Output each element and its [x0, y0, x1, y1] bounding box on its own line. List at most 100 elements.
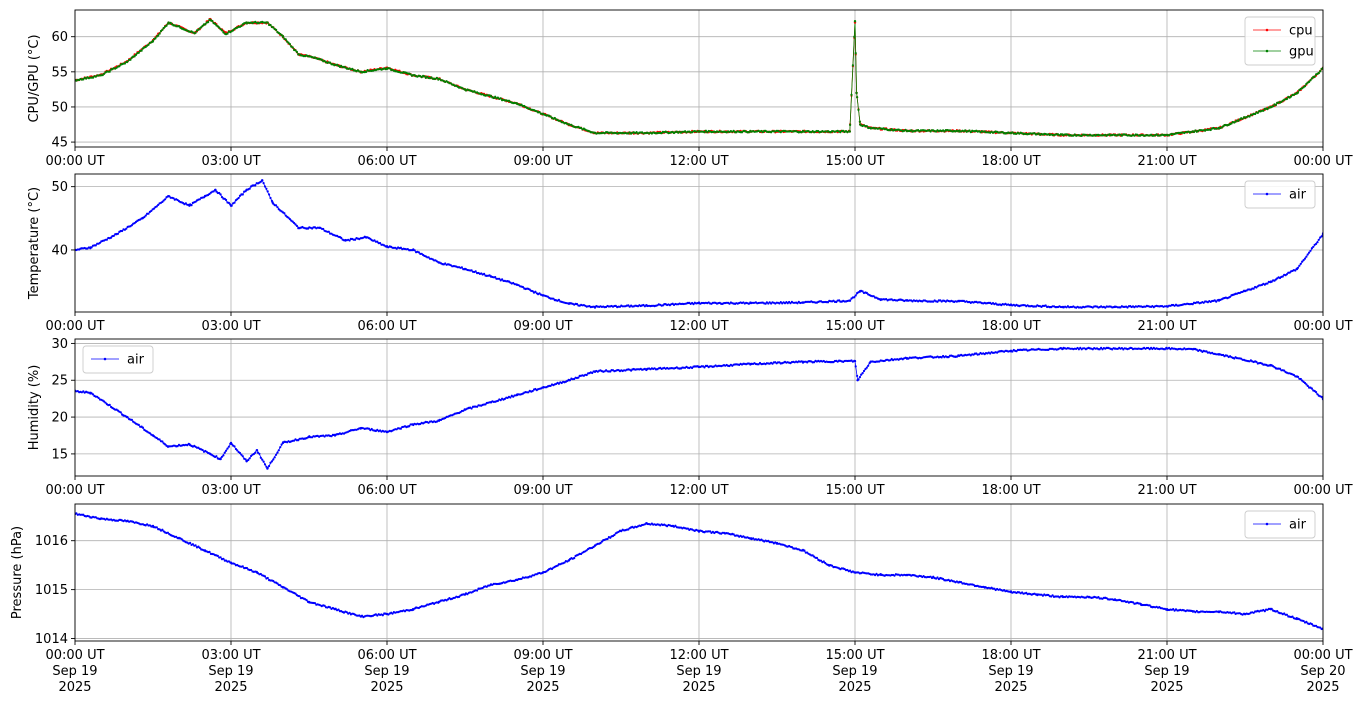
data-point	[1248, 115, 1251, 118]
data-point	[969, 131, 972, 134]
data-point-key	[853, 359, 857, 363]
data-point	[592, 545, 595, 549]
data-point	[1317, 71, 1320, 75]
x-tick-label-line: 00:00 UT	[45, 483, 104, 498]
data-point-key	[333, 434, 337, 437]
data-point	[212, 190, 215, 193]
data-point	[258, 452, 261, 455]
data-point-key	[856, 379, 859, 382]
x-tick-label-line: 00:00 UT	[1293, 319, 1352, 334]
x-tick-label-line: 18:00 UT	[981, 648, 1040, 663]
data-point	[1120, 134, 1123, 137]
data-point-key	[1139, 603, 1143, 606]
legend-label: air	[1289, 188, 1307, 203]
data-point	[1272, 105, 1275, 108]
data-point	[585, 373, 588, 377]
x-tick-label-line: 06:00 UT	[357, 483, 416, 498]
data-point-key	[1269, 280, 1273, 283]
data-point	[1079, 346, 1082, 349]
data-point	[854, 52, 857, 55]
data-point	[1309, 79, 1312, 82]
data-point-key	[749, 537, 753, 540]
data-point-key	[1009, 131, 1013, 135]
data-point-key	[879, 298, 883, 301]
data-point	[989, 352, 992, 355]
x-tick-label-line: 15:00 UT	[825, 154, 884, 169]
x-tick-label-line: 2025	[526, 680, 559, 695]
data-point	[204, 23, 207, 26]
data-point	[1202, 301, 1205, 304]
data-point	[856, 96, 859, 99]
data-point-key	[723, 532, 727, 535]
data-point	[1195, 609, 1198, 613]
data-point	[494, 276, 497, 279]
data-point	[856, 374, 859, 377]
data-point-key	[266, 21, 269, 24]
data-point-key	[271, 201, 274, 204]
data-point	[227, 201, 230, 204]
legend-swatch-marker	[1265, 522, 1269, 526]
x-tick-label-line: 00:00 UT	[45, 648, 104, 663]
x-tick-label: 00:00 UT Sep 19 2025	[45, 648, 104, 695]
data-point-key	[1217, 610, 1221, 613]
x-tick-label-line: Sep 19	[676, 664, 721, 679]
data-point	[118, 65, 121, 68]
data-point	[119, 411, 122, 414]
data-point	[1305, 383, 1308, 386]
data-point	[1278, 367, 1282, 370]
data-point	[214, 22, 217, 25]
data-point	[287, 41, 290, 44]
data-point-key	[437, 77, 441, 81]
data-point	[1301, 260, 1304, 263]
data-point	[1126, 306, 1129, 309]
x-tick-label-line: 2025	[214, 680, 247, 695]
data-point-key	[515, 578, 519, 581]
data-point	[978, 353, 981, 356]
data-point	[259, 572, 262, 576]
data-point-key	[359, 426, 363, 430]
x-tick-label: 15:00 UT	[825, 483, 884, 498]
data-point-key	[411, 423, 415, 426]
data-point	[225, 198, 228, 202]
data-point-key	[1191, 130, 1195, 133]
y-tick-label: 45	[51, 136, 68, 151]
x-tick-label-line: 12:00 UT	[669, 154, 728, 169]
data-point	[108, 70, 111, 73]
data-point-key	[307, 600, 311, 604]
data-point	[280, 443, 283, 446]
data-point	[143, 216, 146, 219]
data-point	[91, 76, 95, 79]
data-point-key	[489, 401, 493, 404]
data-point-key	[541, 571, 545, 574]
data-point	[854, 365, 857, 368]
legend-swatch-marker	[1265, 49, 1269, 53]
data-point	[1098, 348, 1101, 351]
data-point	[197, 545, 200, 548]
data-point	[408, 425, 411, 428]
data-point	[238, 451, 242, 455]
data-point	[82, 78, 85, 81]
data-point	[1209, 128, 1212, 132]
data-point	[275, 204, 278, 207]
x-tick-label: 09:00 UT	[513, 319, 572, 334]
x-tick-label-line: 12:00 UT	[669, 319, 728, 334]
data-point	[778, 302, 781, 305]
data-point	[885, 298, 888, 301]
data-point	[476, 405, 479, 408]
data-point-key	[1295, 375, 1299, 378]
data-point	[1319, 70, 1322, 73]
data-point	[875, 572, 878, 576]
data-point	[910, 129, 913, 132]
data-point	[320, 58, 323, 61]
data-point-key	[255, 449, 259, 452]
data-point	[893, 574, 896, 577]
data-point-key	[848, 299, 851, 302]
data-point	[186, 444, 189, 447]
data-point	[732, 129, 735, 132]
data-point	[144, 214, 147, 217]
data-point	[1172, 608, 1175, 611]
data-point-key	[333, 608, 337, 611]
data-point-key	[385, 430, 389, 433]
data-point	[1044, 304, 1047, 307]
data-point	[1191, 303, 1194, 306]
